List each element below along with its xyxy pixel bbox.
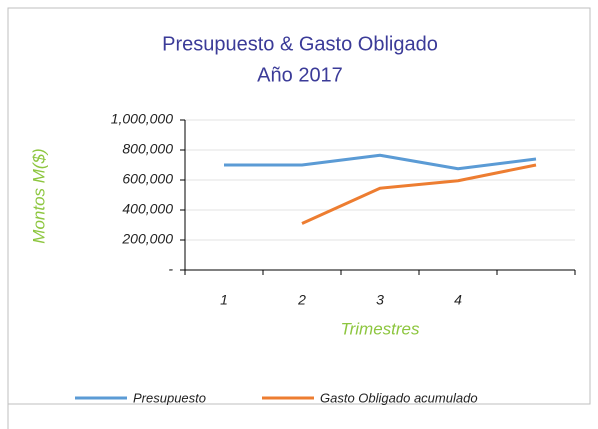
y-tick-label: 600,000	[122, 171, 173, 187]
legend-label: Presupuesto	[133, 390, 206, 405]
x-tick-label: 4	[454, 292, 462, 308]
y-tick-label: 200,000	[121, 231, 173, 247]
y-tick-label: 800,000	[122, 141, 173, 157]
x-axis-label: Trimestres	[340, 319, 420, 338]
chart-border	[7, 7, 591, 405]
chart-subtitle: Año 2017	[257, 64, 343, 86]
x-tick-label: 1	[220, 292, 228, 308]
y-tick-label: 1,000,000	[111, 111, 173, 127]
y-tick-label: 400,000	[122, 201, 173, 217]
x-tick-label: 2	[297, 292, 306, 308]
legend-label: Gasto Obligado acumulado	[320, 390, 478, 405]
series-line	[224, 153, 537, 171]
y-axis-label: Montos M($)	[29, 148, 48, 243]
y-tick-label: -	[168, 261, 173, 277]
chart-title: Presupuesto & Gasto Obligado	[162, 33, 438, 55]
x-tick-label: 3	[376, 292, 384, 308]
series-line	[301, 163, 537, 225]
